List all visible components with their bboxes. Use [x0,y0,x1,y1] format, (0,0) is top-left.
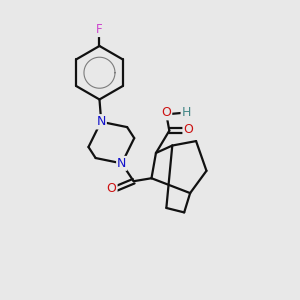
Text: N: N [96,115,106,128]
Text: O: O [183,123,193,136]
Text: O: O [161,106,171,119]
Text: N: N [117,157,127,170]
Text: H: H [182,106,191,119]
Text: F: F [96,23,103,36]
Text: O: O [107,182,117,195]
Text: N: N [96,115,106,128]
